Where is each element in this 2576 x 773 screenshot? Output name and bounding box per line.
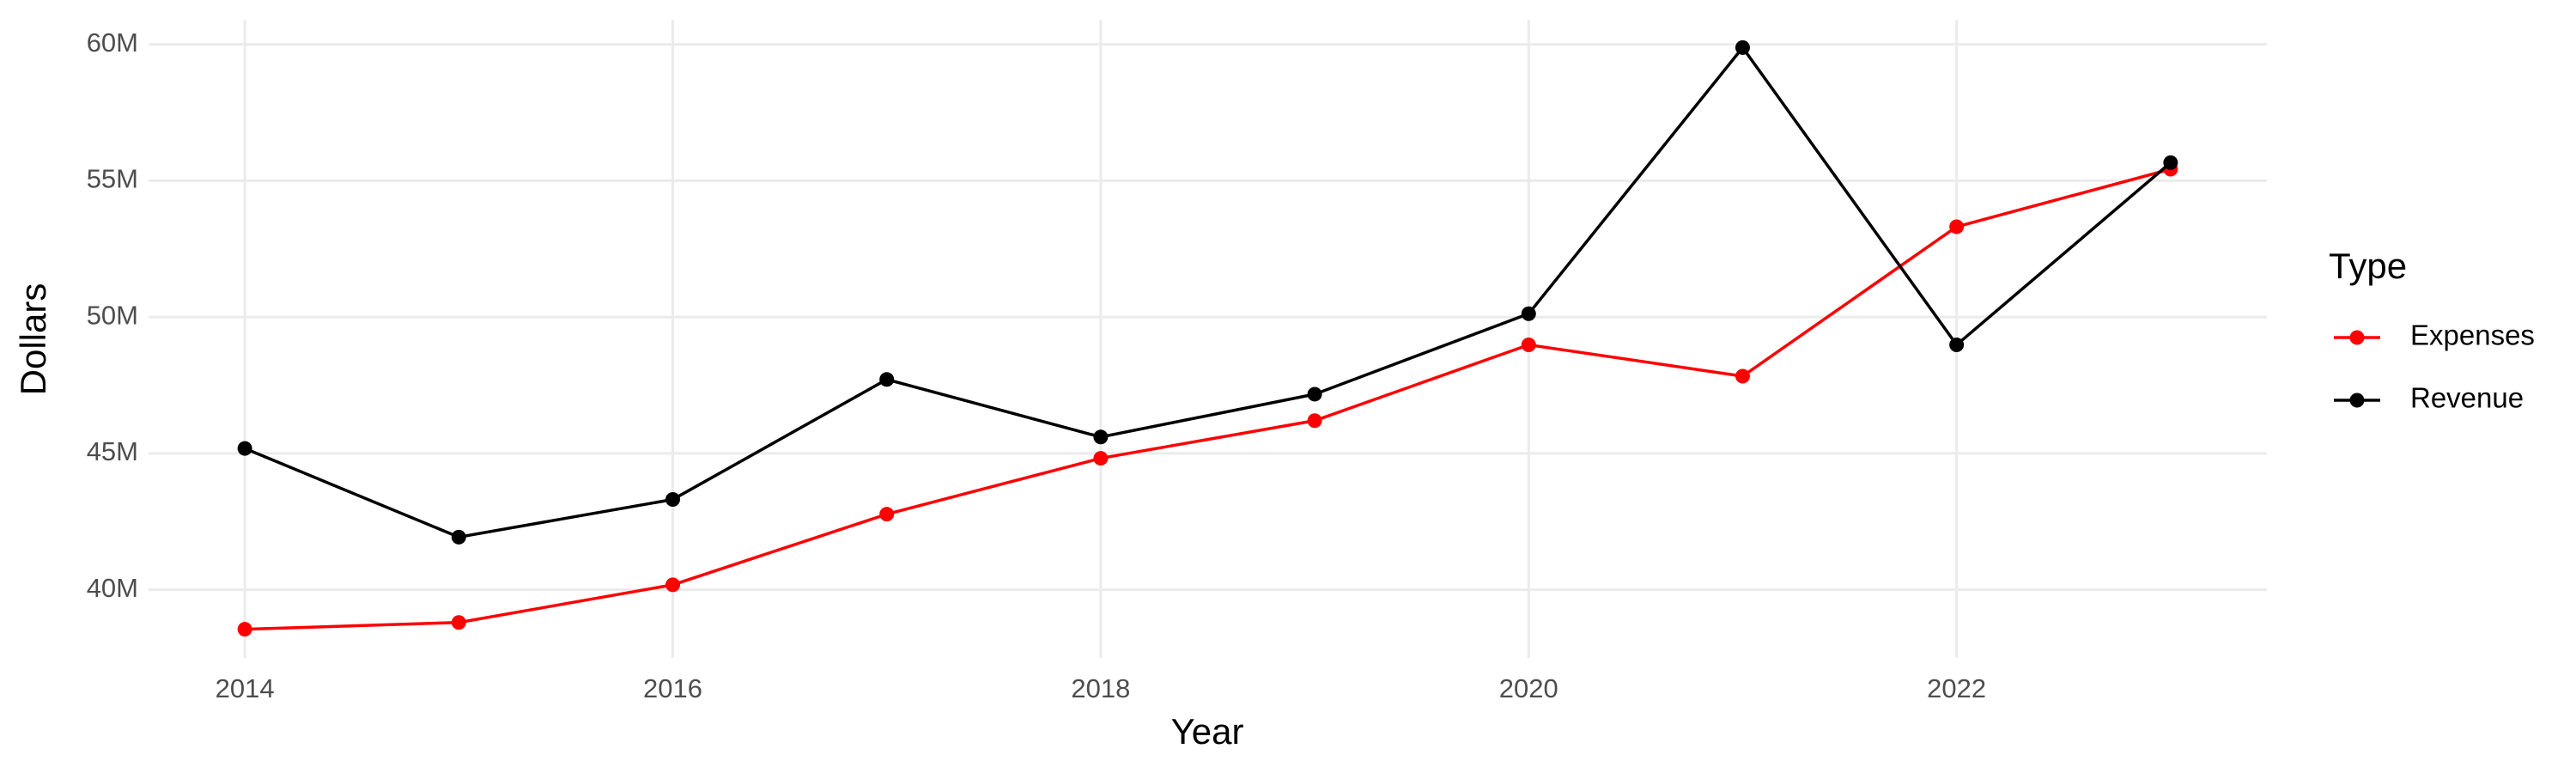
legend-title: Type bbox=[2329, 246, 2407, 286]
x-tick-label: 2022 bbox=[1927, 673, 1986, 703]
legend-label: Expenses bbox=[2410, 320, 2535, 351]
data-point bbox=[2163, 155, 2178, 170]
legend-key-point bbox=[2349, 330, 2365, 345]
data-point bbox=[451, 615, 466, 630]
data-point bbox=[1949, 219, 1965, 234]
data-point bbox=[1521, 337, 1536, 352]
data-point bbox=[1735, 40, 1750, 55]
data-point bbox=[1307, 413, 1322, 429]
data-point bbox=[237, 622, 252, 637]
data-point bbox=[879, 372, 895, 387]
x-tick-label: 2014 bbox=[216, 673, 275, 703]
legend-label: Revenue bbox=[2410, 382, 2524, 414]
data-point bbox=[1521, 306, 1536, 321]
x-tick-label: 2016 bbox=[643, 673, 702, 703]
series-line bbox=[245, 167, 2172, 631]
x-tick-label: 2018 bbox=[1071, 673, 1130, 703]
data-point bbox=[1307, 386, 1322, 402]
data-point bbox=[665, 577, 681, 593]
y-tick-label: 50M bbox=[87, 300, 138, 330]
y-axis-title: Dollars bbox=[13, 283, 53, 396]
data-point bbox=[665, 492, 681, 508]
data-point bbox=[879, 507, 895, 522]
data-point bbox=[1735, 368, 1750, 384]
legend-key-point bbox=[2349, 393, 2365, 408]
data-point bbox=[451, 529, 466, 545]
data-point bbox=[1093, 451, 1109, 466]
y-tick-label: 60M bbox=[87, 27, 138, 58]
data-point bbox=[1949, 337, 1965, 352]
x-axis-title: Year bbox=[1171, 711, 1244, 752]
data-point bbox=[1093, 429, 1109, 445]
series-line bbox=[244, 45, 2172, 539]
y-tick-label: 45M bbox=[87, 436, 138, 466]
x-tick-label: 2020 bbox=[1499, 673, 1558, 703]
data-point bbox=[237, 441, 252, 456]
y-tick-label: 55M bbox=[87, 164, 138, 194]
y-tick-label: 40M bbox=[87, 573, 138, 603]
